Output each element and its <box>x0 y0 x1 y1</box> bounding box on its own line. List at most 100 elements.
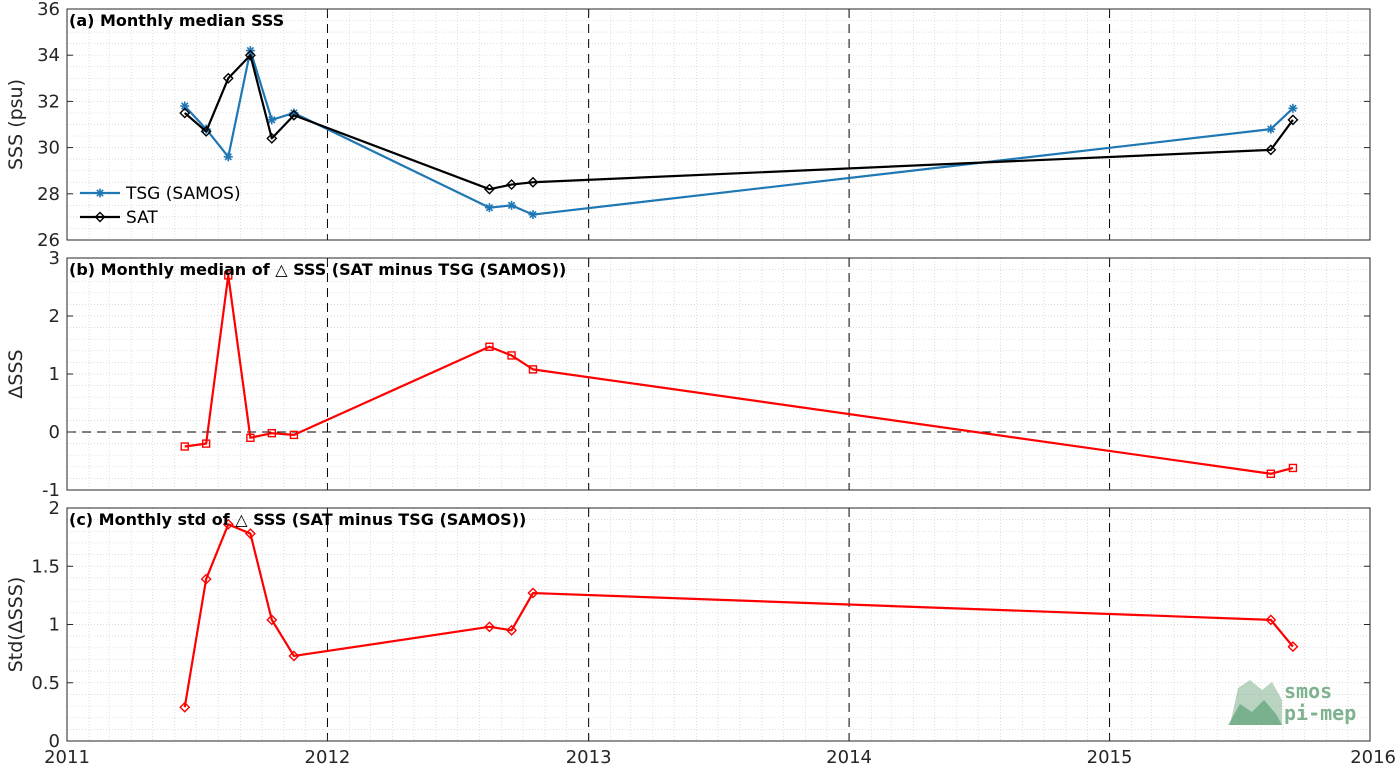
y-axis-label: SSS (psu) <box>5 79 27 170</box>
legend-label: TSG (SAMOS) <box>125 184 241 204</box>
data-point <box>224 271 233 280</box>
year-grid <box>326 258 1111 490</box>
x-tick-label: 2013 <box>566 747 612 768</box>
data-point <box>267 428 276 438</box>
y-tick-label: 2 <box>49 498 60 519</box>
data-point <box>1266 469 1276 478</box>
y-axis-label: ΔSSS <box>5 349 27 398</box>
data-point <box>1287 114 1299 126</box>
panel-b: -1 0 1 2 3 ΔSSS (b) Monthly median of △ SSS (S… <box>5 248 1371 501</box>
data-point <box>179 701 191 713</box>
y-tick-label: 36 <box>37 0 60 20</box>
legend-marker <box>94 211 106 223</box>
series-delta-1 <box>180 271 1298 478</box>
data-point <box>507 351 516 360</box>
panel-a: 26 28 30 32 34 36 SSS (psu) (a) Monthly median … <box>5 0 1371 251</box>
data-point <box>527 587 539 599</box>
series-delta-2 <box>179 518 1299 713</box>
series-line <box>184 54 1294 191</box>
data-point <box>201 439 211 448</box>
year-grid <box>326 508 1111 741</box>
data-point <box>179 107 191 119</box>
legend-label: SAT <box>126 208 158 228</box>
y-tick-label: 32 <box>37 91 60 112</box>
data-point <box>223 152 233 162</box>
series-line <box>183 523 1294 708</box>
data-point <box>527 176 539 188</box>
data-point <box>1265 614 1277 626</box>
data-point <box>288 109 300 121</box>
data-point <box>1287 641 1299 653</box>
x-tick-label: 2015 <box>1087 747 1133 768</box>
y-tick-label: 30 <box>37 138 60 159</box>
logo-line2: pi-mep <box>1284 701 1356 725</box>
y-tick-label: 1.5 <box>31 556 60 577</box>
legend-marker <box>95 188 105 198</box>
y-tick-label: 28 <box>37 184 60 205</box>
series-sat <box>179 49 1299 195</box>
series-tsg-samos- <box>180 46 1298 220</box>
data-point <box>244 528 256 540</box>
data-point <box>483 621 495 633</box>
y-tick-label: -1 <box>42 480 60 501</box>
x-tick-label: 2016 <box>1350 747 1395 768</box>
data-point <box>246 433 255 442</box>
data-point <box>1288 463 1298 473</box>
panel-title: (a) Monthly median SSS <box>69 11 284 30</box>
x-tick-label: 2011 <box>44 747 90 768</box>
data-point <box>266 614 278 626</box>
minor-grid <box>67 257 1370 491</box>
panel-title: (c) Monthly std of △ SSS (SAT minus TSG … <box>69 510 526 529</box>
data-point <box>528 365 538 374</box>
x-ticks <box>66 258 1371 490</box>
data-point <box>507 200 517 210</box>
smos-pi-mep-logo: smos pi-mep <box>1228 679 1356 725</box>
data-point <box>289 430 299 440</box>
y-tick-label: 2 <box>49 306 60 327</box>
data-point <box>222 72 234 84</box>
y-ticks: 26 28 30 32 34 36 <box>37 0 1370 251</box>
data-point <box>485 342 494 351</box>
data-point <box>506 179 518 191</box>
data-point <box>266 132 278 144</box>
y-tick-label: 0 <box>49 731 60 752</box>
x-ticks <box>66 9 1371 240</box>
data-point <box>1265 144 1277 156</box>
data-point <box>484 203 494 213</box>
y-tick-label: 26 <box>37 230 60 251</box>
minor-grid <box>67 507 1370 742</box>
axes-box <box>66 8 1371 241</box>
data-point <box>222 518 234 530</box>
y-tick-label: 34 <box>37 45 60 66</box>
data-point <box>200 573 212 585</box>
data-point <box>267 115 277 125</box>
data-point <box>528 210 538 220</box>
data-point <box>483 183 495 195</box>
data-point <box>1288 103 1298 113</box>
y-tick-label: 0.5 <box>31 673 60 694</box>
y-axis-label: Std(ΔSSS) <box>5 577 27 673</box>
data-point <box>506 624 518 636</box>
series-line <box>184 274 1294 475</box>
data-point <box>200 125 212 137</box>
y-tick-label: 0 <box>49 422 60 443</box>
x-ticks: 2011 2012 2013 2014 2015 2016 <box>44 508 1395 768</box>
minor-grid <box>67 8 1370 241</box>
panel-title: (b) Monthly median of △ SSS (SAT minus T… <box>69 260 566 279</box>
series-line <box>183 49 1294 216</box>
x-tick-label: 2012 <box>305 747 351 768</box>
panel-c: 0 0.5 1 1.5 2 2011 2012 2013 2014 2015 2016 Std(ΔSS… <box>5 498 1395 768</box>
y-ticks: -1 0 1 2 3 <box>42 248 1370 501</box>
logo-line1: smos <box>1284 679 1332 703</box>
y-tick-label: 1 <box>49 615 60 636</box>
logo-mountain-front-icon <box>1228 700 1282 725</box>
y-tick-label: 1 <box>49 364 60 385</box>
data-point <box>288 650 300 662</box>
legend: TSG (SAMOS) SAT <box>80 184 241 228</box>
data-point <box>244 49 256 61</box>
y-ticks: 0 0.5 1 1.5 2 <box>31 498 1370 752</box>
data-point <box>180 442 189 451</box>
x-tick-label: 2014 <box>826 747 872 768</box>
y-tick-label: 3 <box>49 248 60 269</box>
